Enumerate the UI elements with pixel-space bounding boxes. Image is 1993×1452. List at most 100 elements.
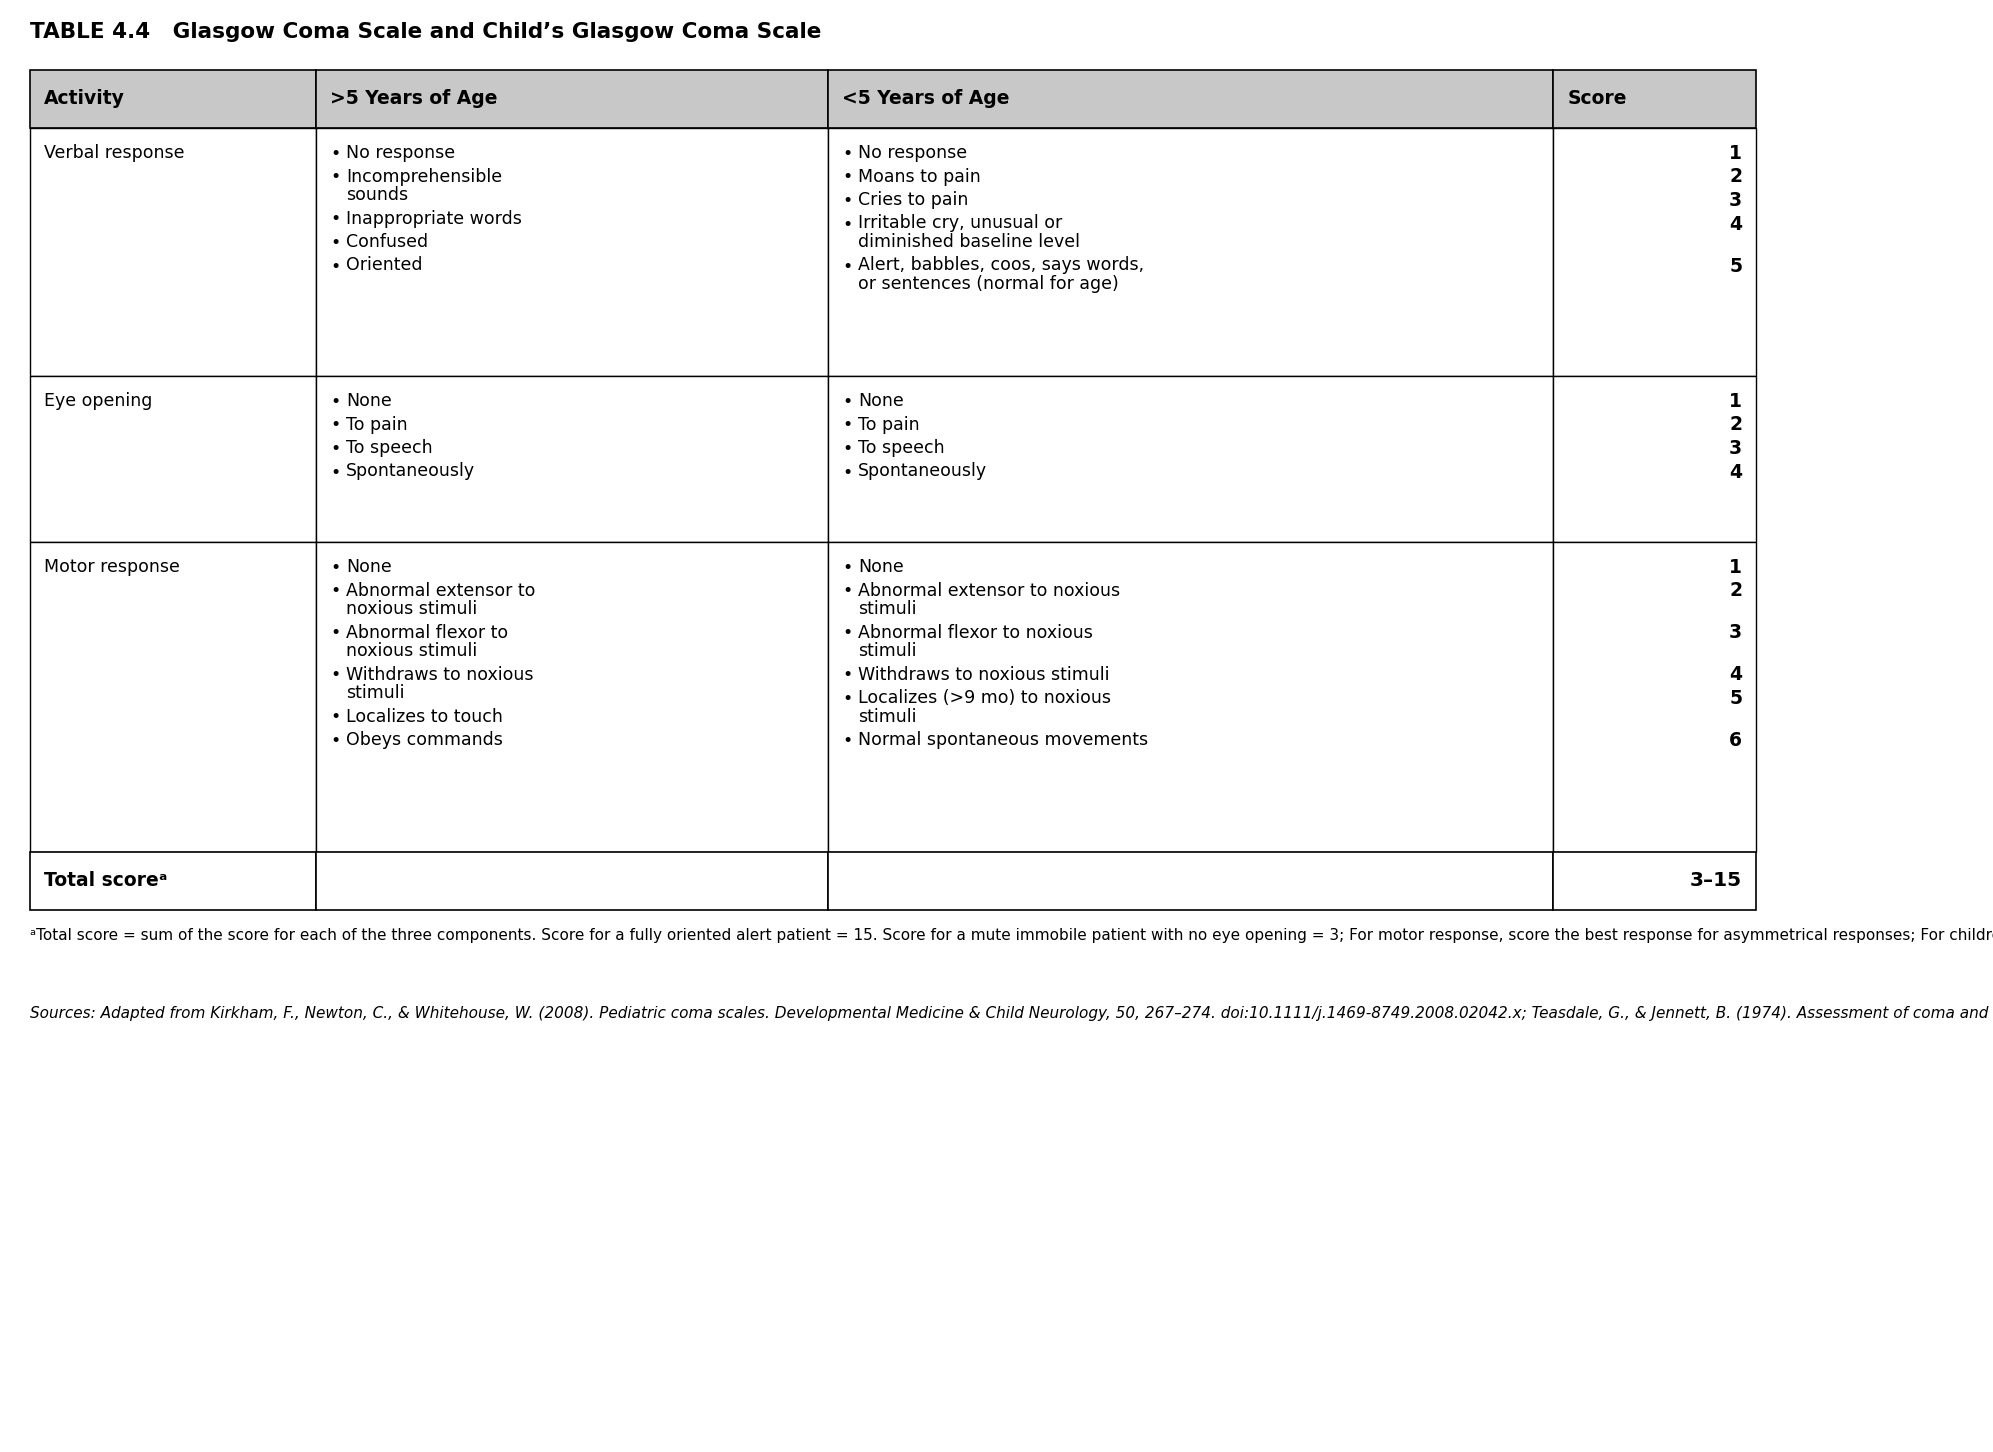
Bar [829, 70, 1553, 128]
Text: 2: 2 [1730, 167, 1742, 186]
Text: •: • [331, 463, 341, 482]
Bar [317, 128, 829, 376]
Text: •: • [843, 145, 853, 163]
Text: Abnormal extensor to: Abnormal extensor to [347, 581, 536, 600]
Text: Alert, babbles, coos, says words,: Alert, babbles, coos, says words, [859, 257, 1144, 274]
Text: To pain: To pain [859, 415, 921, 434]
Text: 2: 2 [1730, 415, 1742, 434]
Text: •: • [843, 463, 853, 482]
Text: •: • [331, 145, 341, 163]
Text: stimuli: stimuli [859, 642, 917, 661]
Text: •: • [843, 559, 853, 576]
Text: Irritable cry, unusual or: Irritable cry, unusual or [859, 215, 1062, 232]
Text: Oriented: Oriented [347, 257, 423, 274]
Text: •: • [331, 666, 341, 684]
Text: •: • [843, 690, 853, 709]
Text: 3: 3 [1730, 192, 1742, 211]
Text: •: • [843, 393, 853, 411]
Text: •: • [331, 211, 341, 228]
Text: 1: 1 [1730, 144, 1742, 163]
Text: •: • [843, 624, 853, 642]
Text: stimuli: stimuli [859, 600, 917, 619]
Bar [30, 376, 317, 542]
Bar [317, 376, 829, 542]
Text: None: None [347, 558, 393, 576]
Text: diminished baseline level: diminished baseline level [859, 232, 1080, 251]
Text: Withdraws to noxious: Withdraws to noxious [347, 665, 534, 684]
Text: 4: 4 [1730, 665, 1742, 684]
Text: Confused: Confused [347, 232, 428, 251]
Text: 1: 1 [1730, 392, 1742, 411]
Text: noxious stimuli: noxious stimuli [347, 600, 478, 619]
Text: •: • [843, 215, 853, 234]
Text: Score: Score [1566, 90, 1626, 109]
Text: >5 Years of Age: >5 Years of Age [331, 90, 498, 109]
Text: 2: 2 [1730, 581, 1742, 601]
Text: •: • [843, 440, 853, 457]
Text: •: • [843, 732, 853, 751]
Text: To speech: To speech [347, 439, 432, 457]
Text: Obeys commands: Obeys commands [347, 730, 502, 749]
Text: Localizes to touch: Localizes to touch [347, 707, 502, 726]
Text: Verbal response: Verbal response [44, 144, 185, 163]
Text: •: • [331, 168, 341, 186]
Text: 3: 3 [1730, 439, 1742, 457]
Text: Withdraws to noxious stimuli: Withdraws to noxious stimuli [859, 665, 1110, 684]
Text: Normal spontaneous movements: Normal spontaneous movements [859, 730, 1148, 749]
Bar [1553, 128, 1756, 376]
Text: noxious stimuli: noxious stimuli [347, 642, 478, 661]
Text: Abnormal flexor to noxious: Abnormal flexor to noxious [859, 623, 1094, 642]
Text: sounds: sounds [347, 186, 409, 203]
Text: 3: 3 [1730, 623, 1742, 642]
Text: To speech: To speech [859, 439, 945, 457]
Text: None: None [859, 392, 905, 409]
Bar [317, 70, 829, 128]
Bar [30, 70, 317, 128]
Bar [1553, 852, 1756, 910]
Text: •: • [843, 168, 853, 186]
Text: Moans to pain: Moans to pain [859, 167, 981, 186]
Text: Cries to pain: Cries to pain [859, 192, 969, 209]
Text: •: • [843, 666, 853, 684]
Text: Activity: Activity [44, 90, 126, 109]
Bar [1553, 376, 1756, 542]
Text: 6: 6 [1730, 730, 1742, 751]
Text: TABLE 4.4   Glasgow Coma Scale and Child’s Glasgow Coma Scale: TABLE 4.4 Glasgow Coma Scale and Child’s… [30, 22, 821, 42]
Text: 4: 4 [1730, 463, 1742, 482]
Text: Spontaneously: Spontaneously [859, 463, 987, 481]
Text: •: • [331, 393, 341, 411]
Text: 4: 4 [1730, 215, 1742, 234]
Text: •: • [331, 559, 341, 576]
Text: stimuli: stimuli [859, 707, 917, 726]
Bar [829, 376, 1553, 542]
Text: •: • [843, 257, 853, 276]
Text: Eye opening: Eye opening [44, 392, 151, 409]
Bar [1553, 542, 1756, 852]
Text: 1: 1 [1730, 558, 1742, 576]
Text: •: • [331, 417, 341, 434]
Bar [1553, 70, 1756, 128]
Text: Spontaneously: Spontaneously [347, 463, 474, 481]
Text: •: • [843, 192, 853, 211]
Bar [829, 542, 1553, 852]
Text: No response: No response [859, 144, 967, 163]
Text: •: • [331, 732, 341, 751]
Text: or sentences (normal for age): or sentences (normal for age) [859, 274, 1120, 293]
Text: No response: No response [347, 144, 454, 163]
Text: Abnormal flexor to: Abnormal flexor to [347, 623, 508, 642]
Text: Localizes (>9 mo) to noxious: Localizes (>9 mo) to noxious [859, 690, 1112, 707]
Bar [317, 542, 829, 852]
Bar [30, 542, 317, 852]
Text: •: • [331, 234, 341, 253]
Text: Incomprehensible: Incomprehensible [347, 167, 502, 186]
Bar [829, 128, 1553, 376]
Text: •: • [843, 582, 853, 601]
Text: •: • [843, 417, 853, 434]
Text: None: None [347, 392, 393, 409]
Text: Motor response: Motor response [44, 558, 179, 576]
Text: 5: 5 [1730, 257, 1742, 276]
Text: •: • [331, 257, 341, 276]
Text: •: • [331, 709, 341, 726]
Text: To pain: To pain [347, 415, 409, 434]
Text: •: • [331, 624, 341, 642]
